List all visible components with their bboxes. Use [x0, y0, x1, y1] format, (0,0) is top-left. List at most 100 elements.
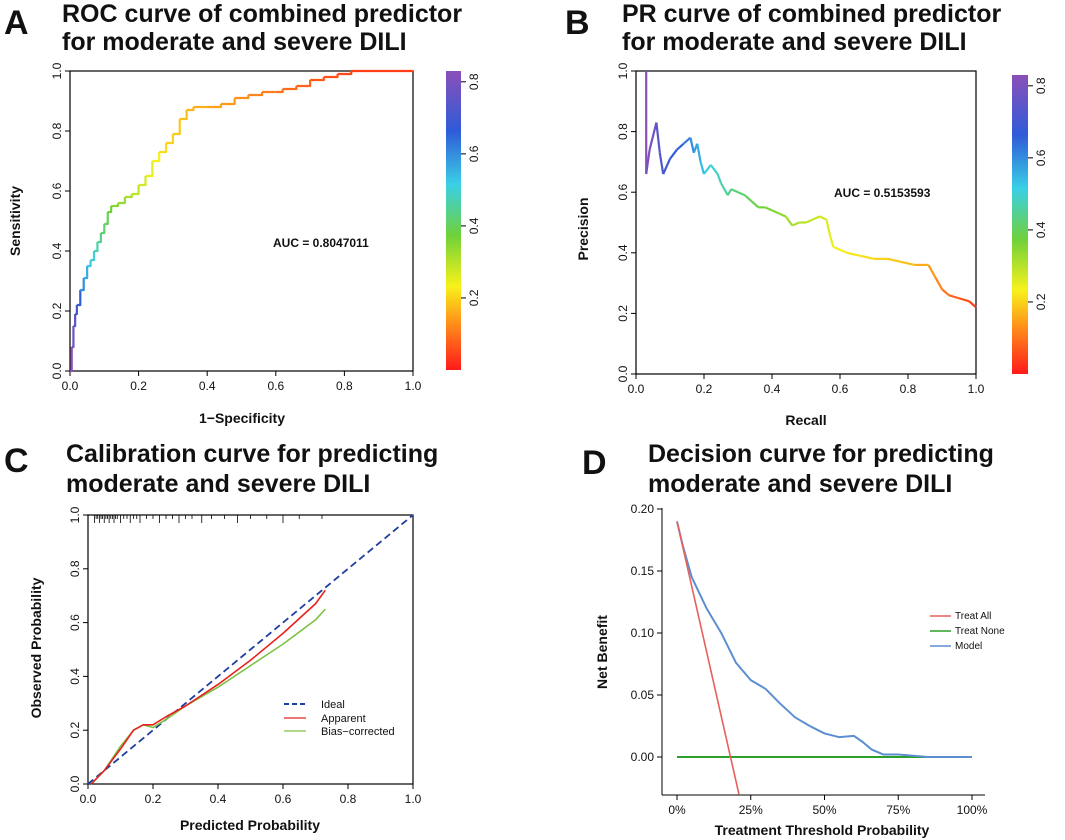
panel-a-ylabel: Sensitivity — [7, 186, 23, 256]
panel-a-title-line2: for moderate and severe DILI — [62, 28, 407, 56]
curve-segment — [716, 173, 723, 184]
y-tick-label: 0.2 — [50, 302, 64, 319]
colorbar-tick-label: 0.2 — [1034, 293, 1048, 310]
curve-segment — [927, 264, 937, 278]
panel-c: C Calibration curve for predicting moder… — [4, 440, 438, 833]
ideal-line — [87, 514, 414, 785]
panel-b-y-axis: 0.0 0.2 0.4 0.6 0.8 1.0 — [616, 62, 636, 382]
x-tick-label: 1.0 — [405, 379, 422, 393]
curve-segment — [750, 200, 760, 209]
x-tick-label: 0.4 — [199, 379, 216, 393]
curve-segment — [696, 143, 702, 163]
curve-segment — [131, 185, 140, 196]
curve-segment — [70, 347, 73, 373]
curve-segment — [152, 152, 161, 163]
panel-c-rug — [94, 515, 323, 523]
panel-c-ylabel: Observed Probability — [28, 577, 44, 718]
curve-segment — [275, 89, 284, 94]
treat-all-line — [676, 521, 740, 795]
y-tick-label: 0.2 — [68, 722, 82, 739]
curve-segment — [805, 218, 814, 224]
panel-c-title-line1: Calibration curve for predicting — [66, 440, 438, 468]
curve-segment — [662, 158, 672, 175]
y-tick-label: 0.4 — [50, 242, 64, 259]
panel-label-b: B — [565, 4, 590, 42]
panel-c-calibration-lines — [87, 514, 414, 785]
y-tick-label: 0.4 — [68, 668, 82, 685]
panel-a-auc-label: AUC = 0.8047011 — [273, 236, 369, 250]
x-tick-label: 75% — [886, 803, 910, 817]
curve-segment — [296, 80, 312, 88]
panel-a-y-axis: 0.0 0.2 0.4 0.6 0.8 1.0 — [50, 62, 70, 379]
curve-segment — [323, 74, 339, 79]
panel-b-ylabel: Precision — [575, 197, 591, 260]
x-tick-label: 50% — [812, 803, 836, 817]
y-tick-label: 0.0 — [616, 365, 630, 382]
colorbar-tick-label: 0.6 — [467, 145, 481, 162]
curve-segment — [90, 251, 96, 262]
curve-segment — [887, 257, 902, 263]
curve-segment — [791, 221, 800, 227]
panel-d-title-line1: Decision curve for predicting — [648, 440, 994, 468]
y-tick-label: 0.0 — [68, 775, 82, 792]
legend-treat-none-label: Treat None — [955, 626, 1005, 637]
x-tick-label: 25% — [739, 803, 763, 817]
curve-segment — [138, 176, 147, 187]
curve-segment — [645, 149, 651, 175]
x-tick-label: 0.0 — [62, 379, 79, 393]
curve-segment — [764, 206, 773, 212]
panel-d: D Decision curve for predicting moderate… — [582, 440, 1005, 838]
legend-model-label: Model — [955, 641, 982, 652]
curve-segment — [248, 92, 264, 97]
x-tick-label: 100% — [957, 803, 988, 817]
panel-b-plot-frame — [635, 70, 977, 375]
curve-segment — [771, 209, 780, 215]
curve-segment — [737, 191, 746, 197]
curve-segment — [71, 326, 75, 349]
curve-segment — [100, 224, 106, 235]
curve-segment — [159, 143, 168, 154]
curve-segment — [812, 215, 821, 221]
panel-b-x-axis: 0.0 0.2 0.4 0.6 0.8 1.0 — [628, 374, 985, 396]
x-tick-label: 0.6 — [275, 792, 292, 806]
x-tick-label: 1.0 — [968, 382, 985, 396]
curve-segment — [87, 260, 92, 268]
panel-b-xlabel: Recall — [785, 412, 826, 428]
x-tick-label: 1.0 — [405, 792, 422, 806]
curve-segment — [669, 149, 678, 160]
panel-d-xlabel: Treatment Threshold Probability — [715, 822, 930, 838]
y-tick-label: 0.6 — [68, 614, 82, 631]
curve-segment — [83, 266, 89, 280]
curve-segment — [111, 203, 120, 208]
curve-segment — [676, 142, 685, 151]
curve-segment — [778, 212, 787, 218]
y-tick-label: 0.6 — [616, 184, 630, 201]
curve-segment — [648, 122, 658, 151]
panel-d-title-line2: moderate and severe DILI — [648, 470, 952, 498]
legend-ideal-label: Ideal — [321, 699, 345, 711]
x-tick-label: 0.0 — [628, 382, 645, 396]
panel-a-roc-curve — [70, 69, 413, 373]
panel-c-x-axis: 0.0 0.2 0.4 0.6 0.8 1.0 — [80, 784, 422, 806]
panel-a-plot-frame — [69, 70, 414, 372]
curve-segment — [682, 136, 692, 145]
y-tick-label: 0.15 — [631, 564, 655, 578]
curve-segment — [94, 242, 99, 253]
panel-d-ylabel: Net Benefit — [594, 615, 610, 689]
y-tick-label: 0.0 — [50, 362, 64, 379]
curve-segment — [186, 107, 195, 112]
curve-segment — [118, 197, 126, 205]
curve-segment — [179, 110, 188, 121]
panel-c-legend: Ideal Apparent Bias−corrected — [284, 699, 395, 738]
y-tick-label: 0.4 — [616, 244, 630, 261]
curve-segment — [97, 233, 102, 244]
curve-segment — [784, 215, 794, 227]
curve-segment — [172, 119, 181, 136]
x-tick-label: 0.8 — [340, 792, 357, 806]
colorbar-tick-label: 0.6 — [1034, 149, 1048, 166]
x-tick-label: 0% — [668, 803, 686, 817]
panel-b-pr-curve — [645, 71, 977, 309]
y-tick-label: 1.0 — [616, 62, 630, 79]
panel-d-legend: Treat All Treat None Model — [930, 611, 1005, 652]
